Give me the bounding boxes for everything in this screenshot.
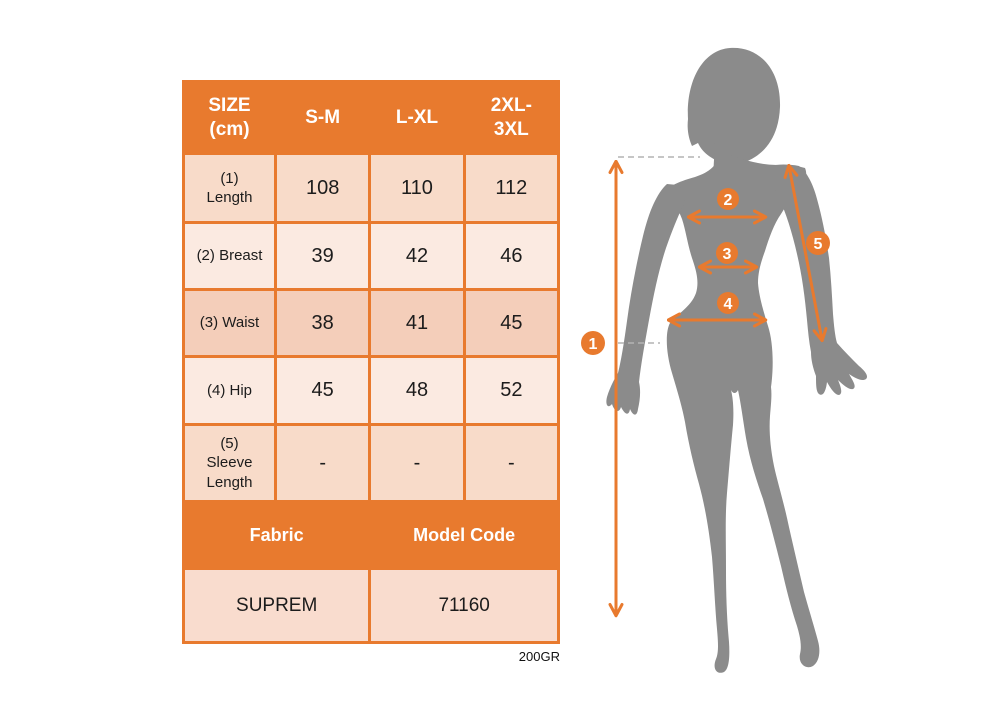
marker-2: 2 [717, 188, 739, 210]
value-length-sm: 108 [277, 155, 369, 221]
value-sleeve-2xl3xl: - [465, 426, 557, 500]
value-sleeve-sm: - [277, 426, 369, 500]
marker-5-number: 5 [814, 236, 823, 253]
marker-2-number: 2 [724, 192, 733, 209]
silhouette-left-arm [606, 184, 685, 415]
marker-3-number: 3 [723, 246, 732, 263]
female-silhouette [606, 47, 868, 673]
row-label-sleeve-length: (5) Sleeve Length [185, 426, 274, 500]
arrow-sleeve [783, 163, 828, 343]
value-length-2xl3xl: 112 [465, 155, 557, 221]
marker-1-circle [581, 331, 605, 355]
silhouette-torso-legs [665, 153, 820, 673]
row-label-waist: (3) Waist [185, 291, 274, 355]
marker-1: 1 [581, 331, 605, 355]
marker-4-number: 4 [724, 296, 733, 313]
header-cell-s-m: S-M [277, 83, 369, 152]
marker-3: 3 [716, 242, 738, 264]
measurement-arrows [608, 159, 828, 618]
value-hip-sm: 45 [277, 358, 369, 423]
marker-5: 5 [806, 231, 830, 255]
marker-5-circle [806, 231, 830, 255]
value-waist-lxl: 41 [371, 291, 463, 355]
marker-2-circle [717, 188, 739, 210]
marker-1-number: 1 [589, 336, 598, 353]
header-cell-2xl-3xl: 2XL- 3XL [465, 83, 557, 152]
weight-note: 200GR [518, 649, 560, 664]
female-silhouette-diagram: 1 2 3 4 5 [581, 47, 868, 673]
size-table: SIZE (cm) S-M L-XL 2XL- 3XL (1) Length 1… [182, 80, 560, 644]
marker-4: 4 [717, 292, 739, 314]
value-breast-sm: 39 [277, 224, 369, 288]
row-label-breast: (2) Breast [185, 224, 274, 288]
header-cell-size-cm: SIZE (cm) [185, 83, 274, 152]
value-waist-sm: 38 [277, 291, 369, 355]
header-cell-fabric: Fabric [185, 503, 369, 567]
value-hip-lxl: 48 [371, 358, 463, 423]
silhouette-head [687, 47, 781, 165]
measurement-figure: 1 2 3 4 5 [578, 25, 968, 695]
header-cell-model-code: Model Code [371, 503, 557, 567]
value-waist-2xl3xl: 45 [465, 291, 557, 355]
header-cell-l-xl: L-XL [371, 83, 463, 152]
value-model-code: 71160 [371, 570, 557, 641]
value-fabric: SUPREM [185, 570, 369, 641]
value-sleeve-lxl: - [371, 426, 463, 500]
row-label-hip: (4) Hip [185, 358, 274, 423]
marker-3-circle [716, 242, 738, 264]
value-breast-2xl3xl: 46 [465, 224, 557, 288]
marker-4-circle [717, 292, 739, 314]
row-label-length: (1) Length [185, 155, 274, 221]
value-hip-2xl3xl: 52 [465, 358, 557, 423]
value-length-lxl: 110 [371, 155, 463, 221]
value-breast-lxl: 42 [371, 224, 463, 288]
